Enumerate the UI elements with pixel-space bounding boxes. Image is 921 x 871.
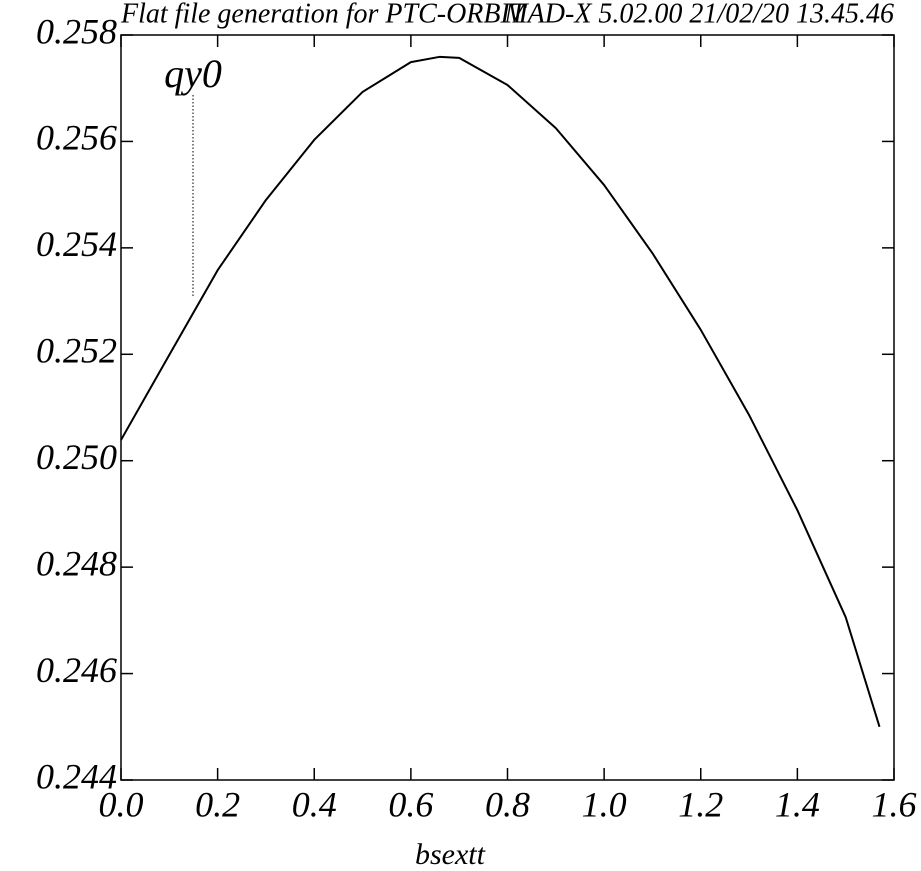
y-tick-label: 0.258	[36, 11, 117, 51]
y-tick-label: 0.250	[36, 437, 117, 477]
x-tick-label: 0.8	[485, 784, 530, 824]
y-tick-label: 0.244	[36, 756, 117, 796]
x-tick-label: 0.6	[388, 784, 433, 824]
y-tick-label: 0.248	[36, 543, 117, 583]
x-tick-label: 1.2	[678, 784, 723, 824]
x-tick-label: 1.4	[775, 784, 820, 824]
y-tick-label: 0.246	[36, 650, 117, 690]
series-line	[120, 55, 881, 728]
y-tick-label: 0.252	[36, 331, 117, 371]
x-tick-label: 0.4	[292, 784, 337, 824]
series-label: qy0	[164, 51, 222, 96]
x-axis-label: bsextt	[415, 838, 486, 871]
chart-subtitle: MAD-X 5.02.00 21/02/20 13.45.46	[503, 0, 894, 29]
x-tick-label: 1.0	[582, 784, 627, 824]
y-tick-label: 0.254	[36, 224, 117, 264]
x-tick-label: 0.0	[99, 784, 144, 824]
chart-title: Flat file generation for PTC-ORBIT	[120, 0, 528, 29]
x-tick-label: 0.2	[195, 784, 240, 824]
x-tick-label: 1.6	[872, 784, 917, 824]
y-tick-label: 0.256	[36, 118, 117, 158]
plot-frame	[120, 34, 895, 781]
